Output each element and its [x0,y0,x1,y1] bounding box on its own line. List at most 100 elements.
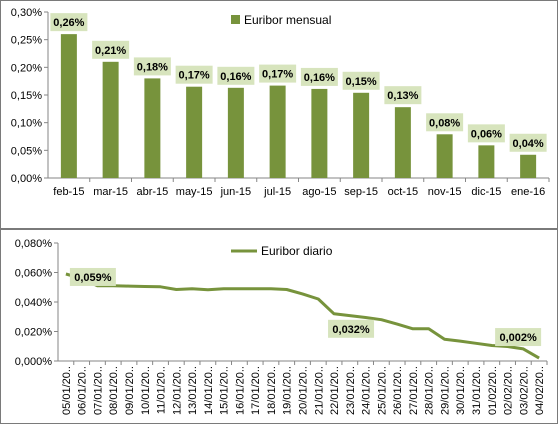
data-label-background [217,66,255,85]
annotation-label: 0,059% [74,272,112,284]
data-label: 0,16% [304,72,335,84]
bar [102,61,119,178]
y-tick-label: 0,20% [11,62,42,74]
y-tick-label: 0,040% [15,297,53,309]
data-label-background [92,40,130,59]
x-tick-label: 19/01/20.. [282,366,294,415]
x-tick-label: 12/01/20.. [171,366,183,415]
data-label-background [384,86,422,105]
bar [311,88,328,178]
data-label-background [509,133,547,152]
data-label-background [467,124,505,143]
x-tick-label: 29/01/20.. [439,366,451,415]
bar [60,34,77,179]
data-label: 0,15% [346,76,377,88]
x-tick-label: 08/01/20.. [108,366,120,415]
bar [394,107,411,178]
x-tick-label: 20/01/20.. [298,366,310,415]
data-label: 0,18% [137,61,168,73]
annotation-label: 0,002% [499,332,537,344]
daily-chart-panel: 0,000% 0,020% 0,040% 0,060% 0,080% 05/01/20..… [0,229,558,424]
x-tick-label: 21/01/20.. [313,366,325,415]
data-label-background [133,57,171,76]
series-line [65,272,540,360]
x-tick-label: abr-15 [136,186,168,198]
data-label-background [175,65,213,84]
x-tick-label: 06/01/20.. [77,366,89,415]
monthly-chart-panel: 0,00% 0,05% 0,10% 0,15% 0,20% 0,25% 0,30% feb-1… [0,0,558,229]
data-label-background [50,13,88,32]
legend-label: Euribor diario [261,244,333,258]
data-label: 0,08% [429,117,460,129]
y-tick-label: 0,25% [11,35,42,47]
x-tick-label: 16/01/20.. [234,366,246,415]
x-tick-label: ago-15 [302,186,336,198]
data-label-background [426,113,464,132]
y-tick-label: 0,10% [11,118,42,130]
legend-swatch [231,15,240,24]
data-label: 0,26% [53,17,84,29]
x-tick-label: 03/02/20.. [518,366,530,415]
x-tick-label: 26/01/20.. [392,366,404,415]
bar [436,134,453,178]
x-tick-label: 14/01/20.. [203,366,215,415]
x-tick-label: feb-15 [53,186,84,198]
data-label-background [342,71,380,90]
x-tick-label: 18/01/20.. [266,366,278,415]
x-tick-label: 04/02/20.. [534,366,546,415]
x-tick-label: 22/01/20.. [329,366,341,415]
x-tick-label: mar-15 [93,186,128,198]
data-label: 0,13% [387,90,418,102]
x-tick-label: 05/01/20.. [61,366,73,415]
x-tick-label: 11/01/20.. [156,366,168,414]
bar [520,154,537,178]
data-label: 0,16% [220,71,251,83]
bar [186,86,203,178]
annotation-background [495,328,542,347]
x-tick-label: 13/01/20.. [187,366,199,415]
legend-label: Euribor mensual [244,13,331,27]
x-tick-label: 31/01/20.. [471,366,483,415]
bar [144,78,161,178]
daily-line-chart: 0,000% 0,020% 0,040% 0,060% 0,080% 05/01/20..… [15,238,548,415]
bar [478,145,495,178]
x-tick-label: ene-16 [511,186,545,198]
bar [353,92,370,178]
y-tick-label: 0,00% [11,173,42,185]
y-tick-label: 0,000% [15,356,53,368]
x-tick-label: 25/01/20.. [376,366,388,415]
x-tick-label: 30/01/20.. [455,366,467,415]
x-tick-label: 09/01/20.. [124,366,136,415]
x-tick-label: 17/01/20.. [250,366,262,415]
bar [269,85,286,178]
data-label: 0,04% [513,138,544,150]
x-tick-label: 15/01/20.. [219,366,231,415]
x-tick-label: 23/01/20.. [345,366,357,415]
data-label-background [300,67,338,86]
x-tick-label: 07/01/20.. [92,366,104,415]
data-label: 0,17% [262,69,293,81]
x-tick-label: nov-15 [428,186,462,198]
y-tick-label: 0,15% [11,90,42,102]
x-tick-label: may-15 [176,186,213,198]
x-tick-label: 01/02/20.. [487,366,499,415]
x-tick-label: 02/02/20.. [503,366,515,415]
y-tick-label: 0,080% [15,238,53,250]
x-tick-label: 10/01/20.. [140,366,152,415]
x-tick-label: oct-15 [388,186,419,198]
data-label: 0,17% [179,70,210,82]
x-tick-label: 24/01/20.. [361,366,373,415]
x-tick-label: sep-15 [344,186,378,198]
monthly-bar-chart: 0,00% 0,05% 0,10% 0,15% 0,20% 0,25% 0,30% feb-1… [11,7,550,198]
data-label: 0,21% [95,45,126,57]
y-tick-label: 0,05% [11,145,42,157]
x-tick-label: jul-15 [263,186,291,198]
annotation-background [69,267,116,286]
data-label-background [259,64,297,83]
x-tick-label: 28/01/20.. [424,366,436,415]
x-tick-label: dic-15 [471,186,501,198]
bar [227,87,244,178]
y-tick-label: 0,30% [11,7,42,19]
annotation-background [328,319,375,338]
y-tick-label: 0,060% [15,268,53,280]
